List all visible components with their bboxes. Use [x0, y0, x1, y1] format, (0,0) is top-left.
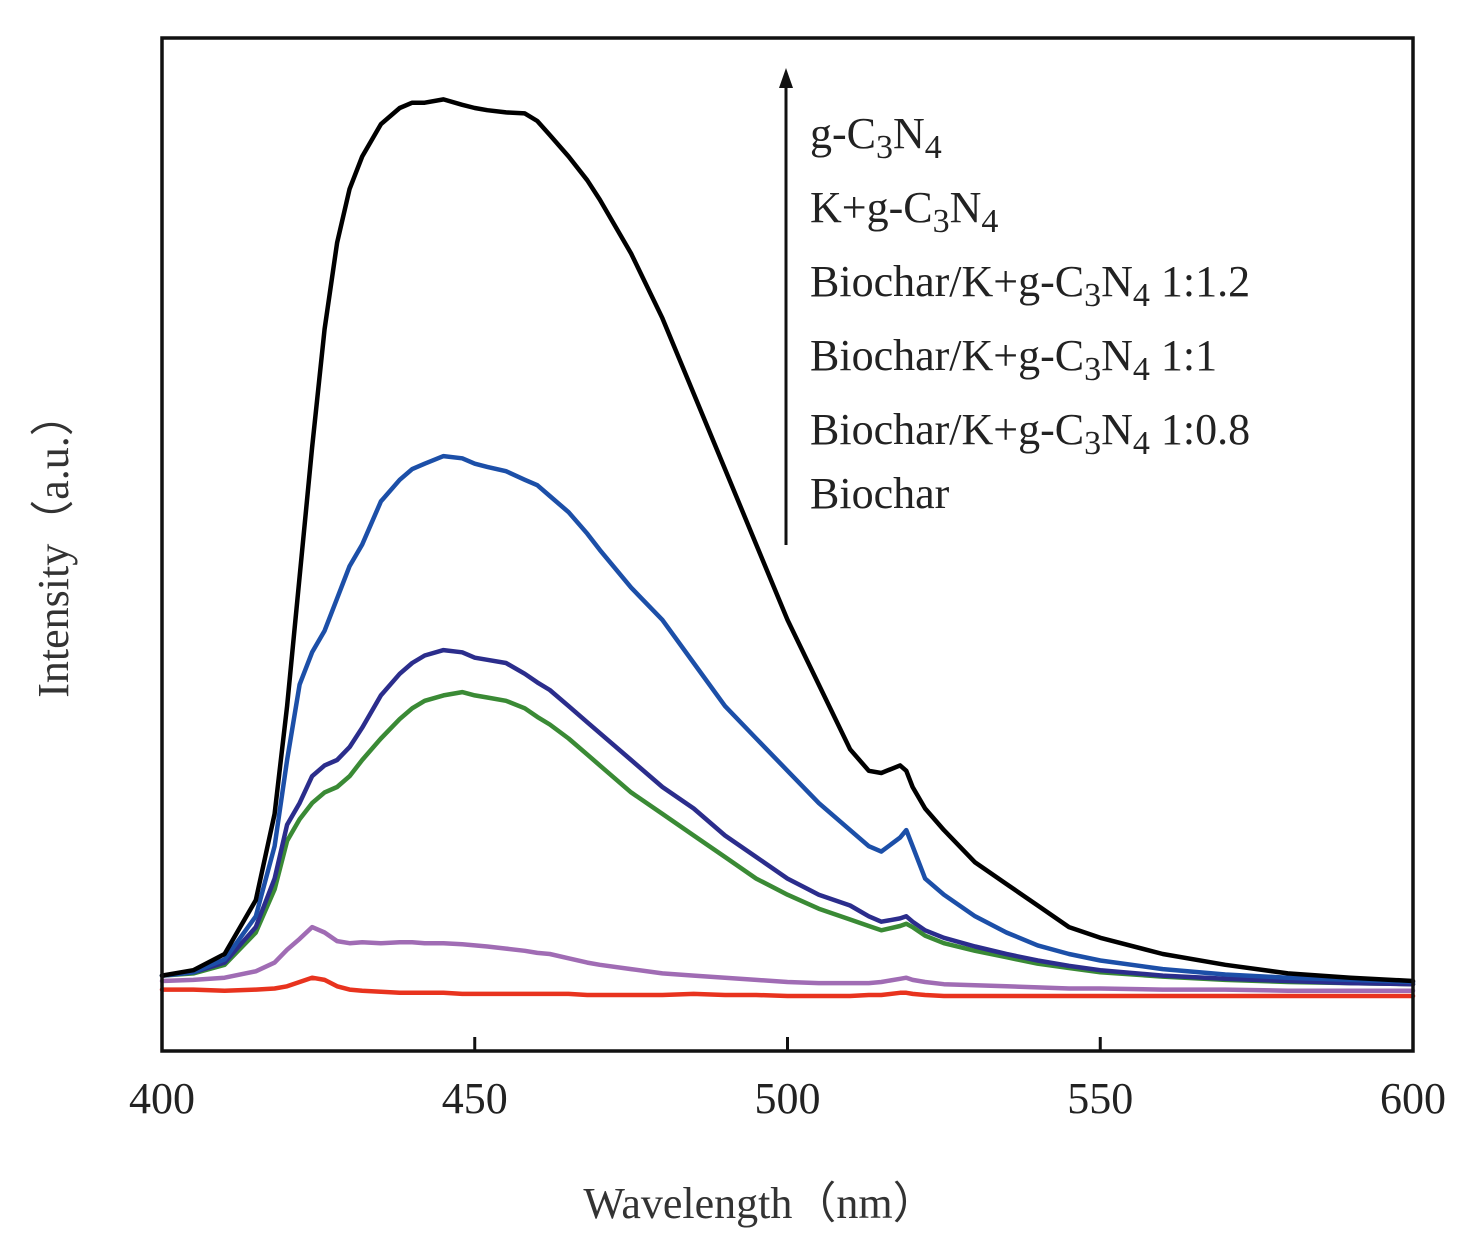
x-tick-label: 550: [1067, 1074, 1133, 1123]
series-line-5: [159, 975, 1416, 999]
legend: g-C3N4 K+g-C3N4 Biochar/K+g-C3N4 1:1.2 Bioc…: [779, 68, 1250, 545]
series-line-2: [159, 647, 1416, 987]
y-axis-title: Intensity（a.u.）: [29, 392, 78, 698]
x-tick-label: 600: [1380, 1074, 1446, 1123]
x-tick-label: 400: [129, 1074, 195, 1123]
legend-entry-1: K+g-C3N4: [810, 183, 998, 240]
series-line-3: [159, 689, 1416, 987]
legend-arrow-head: [779, 68, 793, 88]
legend-entry-3: Biochar/K+g-C3N4 1:1: [810, 331, 1217, 388]
legend-entry-2: Biochar/K+g-C3N4 1:1.2: [810, 257, 1250, 314]
x-axis-ticks: 400 450 500 550 600: [129, 1037, 1446, 1123]
legend-entry-0: g-C3N4: [810, 109, 942, 166]
series-line-4: [159, 924, 1416, 993]
legend-entry-5: Biochar: [810, 469, 950, 518]
x-axis-title: Wavelength（nm）: [583, 1179, 936, 1228]
x-tick-label: 500: [755, 1074, 821, 1123]
legend-entry-4: Biochar/K+g-C3N4 1:0.8: [810, 405, 1250, 462]
series-line-0: [159, 97, 1416, 984]
series-line-1: [159, 453, 1416, 985]
x-tick-label: 450: [442, 1074, 508, 1123]
series-layer: [159, 97, 1416, 999]
